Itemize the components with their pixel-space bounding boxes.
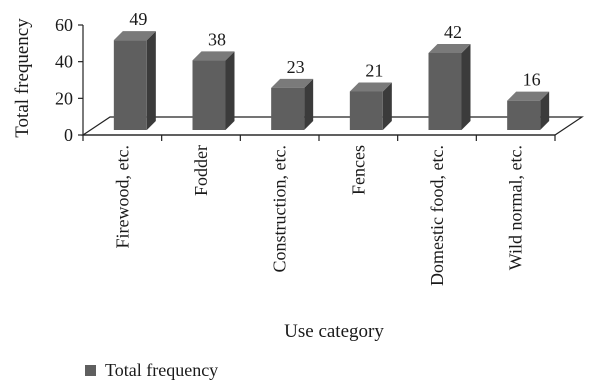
category-label: Firewood, etc.	[112, 145, 132, 248]
bar-side	[146, 31, 156, 131]
legend-label: Total frequency	[105, 360, 218, 380]
bar	[507, 91, 550, 130]
data-label: 21	[365, 61, 383, 81]
legend-swatch	[85, 365, 96, 376]
data-labels: 49 38 23 21 42 16	[129, 9, 541, 90]
bar-top	[428, 44, 471, 53]
data-label: 16	[523, 70, 541, 90]
category-label: Fences	[348, 145, 368, 195]
bar	[192, 51, 235, 131]
bar	[428, 44, 471, 130]
category-label: Domestic food, etc.	[427, 145, 447, 286]
bar-front	[113, 40, 147, 130]
bar-top	[507, 91, 550, 101]
chart-axes: 0 20 40 60	[55, 15, 556, 145]
bar-top	[192, 51, 235, 61]
bar-front	[192, 60, 226, 131]
floor-plane	[81, 116, 584, 136]
y-tick-label: 20	[55, 88, 73, 108]
bar-front	[271, 87, 305, 130]
bar-top	[113, 31, 156, 41]
bar	[113, 31, 156, 131]
y-tick-label: 40	[55, 52, 73, 72]
category-label: Construction, etc.	[270, 145, 290, 272]
data-label: 38	[208, 29, 226, 49]
legend: Total frequency	[85, 360, 218, 380]
category-label: Wild normal, etc.	[506, 145, 526, 270]
y-tick-label: 60	[55, 15, 73, 35]
bar-side	[540, 91, 550, 130]
bar-series	[113, 31, 550, 131]
bar-front	[349, 91, 383, 130]
bar-side	[461, 44, 471, 130]
bar	[349, 82, 392, 130]
bar-top	[271, 78, 314, 88]
bar-top	[349, 82, 392, 92]
bar	[271, 78, 314, 130]
bar-front	[507, 100, 541, 130]
bar-side	[225, 51, 235, 131]
bar-front	[428, 53, 462, 130]
bar-side	[304, 78, 314, 130]
data-label: 23	[287, 57, 305, 77]
data-label: 49	[129, 9, 147, 29]
y-axis-title: Total frequency	[12, 18, 33, 138]
category-label: Fodder	[191, 145, 211, 196]
bar-side	[382, 82, 392, 130]
category-labels: Firewood, etc. Fodder Construction, etc. Fe…	[112, 145, 525, 286]
data-label: 42	[444, 22, 462, 42]
x-axis-title: Use category	[284, 321, 384, 342]
y-tick-label: 0	[64, 125, 73, 145]
chart-floor	[81, 116, 584, 136]
